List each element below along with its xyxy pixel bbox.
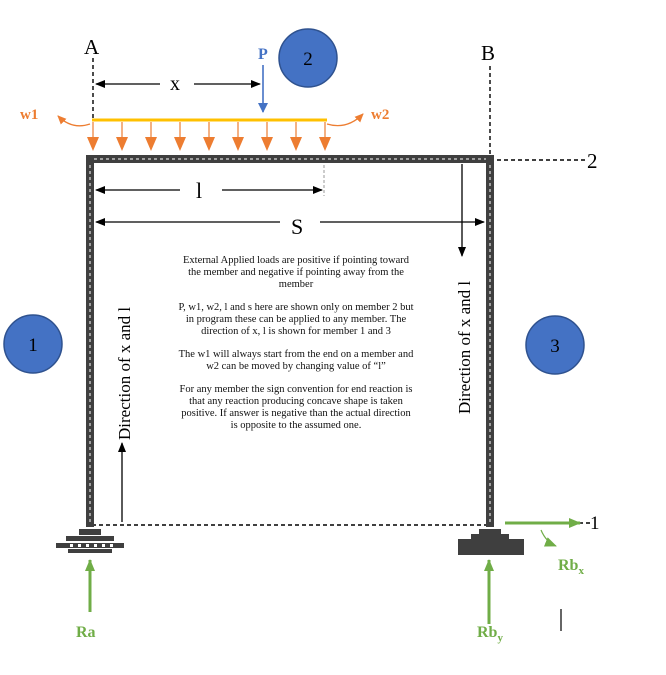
udl-arrows — [87, 122, 331, 151]
point-b-label: B — [481, 41, 495, 65]
rbx-label: Rbx — [558, 557, 584, 577]
member-2-number: 2 — [303, 49, 313, 70]
member-3-badge: 3 — [525, 315, 585, 375]
direction-label-left: Direction of x and l — [115, 307, 134, 440]
dim-l-label: l — [196, 178, 202, 203]
note-paragraph-4: For any member the sign convention for e… — [179, 384, 413, 431]
rby-label-subscript: y — [497, 632, 503, 644]
note-paragraph-1: External Applied loads are positive if p… — [183, 255, 409, 290]
note-paragraph-3: The w1 will always start from the end on… — [178, 349, 414, 372]
frame-centerlines — [89, 158, 491, 522]
rby-label: Rby — [477, 624, 503, 644]
udl-arrow-head — [232, 137, 244, 151]
w2-label: w2 — [371, 107, 389, 123]
udl-arrow-head — [174, 137, 186, 151]
line-1-label: 1 — [590, 513, 600, 534]
w2-arrow — [326, 113, 364, 127]
point-a-label: A — [84, 35, 100, 59]
reference-lines — [92, 58, 585, 526]
direction-label-right: Direction of x and l — [455, 281, 474, 414]
dim-x-label: x — [170, 73, 180, 95]
point-load-label: P — [258, 46, 268, 63]
udl-arrow-head — [203, 137, 215, 151]
sign-convention-notes: External Applied loads are positive if p… — [178, 255, 414, 443]
rbx-label-main: Rb — [558, 557, 579, 574]
udl-arrow-head — [261, 137, 273, 151]
w1-label: w1 — [20, 107, 38, 123]
rbx-label-pointer — [540, 529, 557, 547]
note-paragraph-2: P, w1, w2, l and s here are shown only o… — [178, 302, 414, 337]
rbx-label-subscript: x — [578, 565, 584, 577]
left-support-pin — [56, 529, 124, 553]
left-support-rollers — [70, 544, 113, 547]
member-1-badge: 1 — [3, 314, 63, 374]
udl-arrow-head — [145, 137, 157, 151]
udl-arrow-head — [87, 137, 99, 151]
line-2-label: 2 — [587, 149, 598, 173]
dim-s-label: S — [291, 214, 303, 239]
rby-label-main: Rb — [477, 624, 498, 641]
w1-arrow — [57, 115, 91, 127]
udl-arrow-head — [319, 137, 331, 151]
udl-arrow-head — [116, 137, 128, 151]
member-2-badge: 2 — [278, 28, 338, 88]
right-support-pin — [458, 529, 524, 555]
ra-label: Ra — [76, 624, 96, 641]
member-3-number: 3 — [550, 336, 560, 357]
udl-arrow-head — [290, 137, 302, 151]
member-1-number: 1 — [28, 335, 38, 356]
